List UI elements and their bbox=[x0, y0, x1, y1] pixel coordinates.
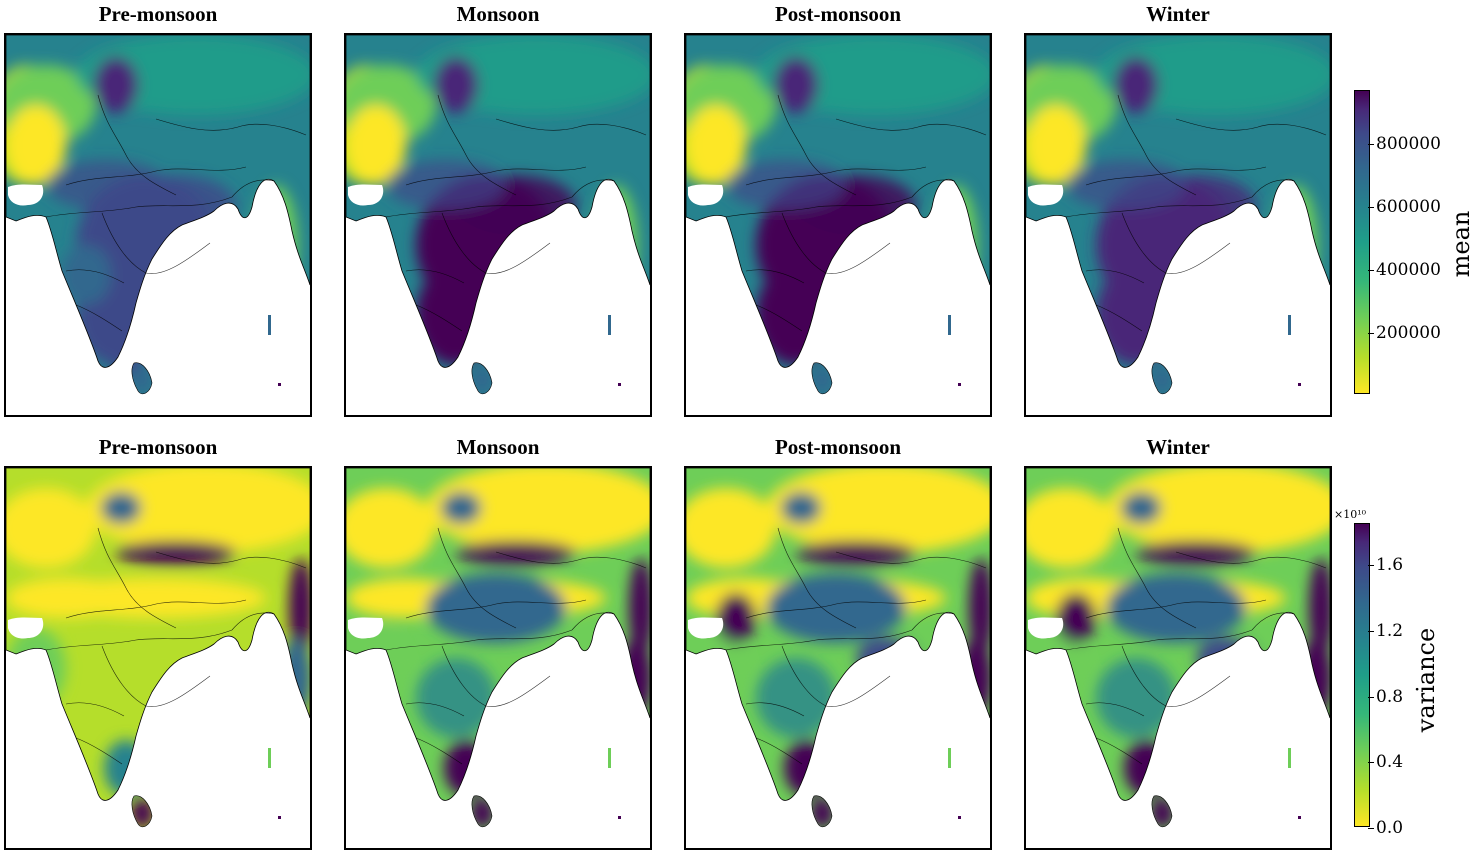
colorbar-tick-label: 0.8 bbox=[1367, 687, 1404, 707]
map-panel-mean-pre-monsoon bbox=[4, 33, 312, 417]
panel-title: Pre-monsoon bbox=[98, 435, 218, 459]
colorbar-tick-label: 600000 bbox=[1368, 197, 1441, 217]
map-panel-variance-post-monsoon bbox=[684, 466, 992, 850]
panel-title: Pre-monsoon bbox=[98, 2, 218, 26]
map-panel-variance-winter bbox=[1024, 466, 1332, 850]
colorbar-variance bbox=[1354, 523, 1370, 827]
panel-title: Post-monsoon bbox=[774, 435, 901, 459]
panel-title: Monsoon bbox=[456, 435, 540, 459]
panel-title: Winter bbox=[1146, 2, 1210, 26]
colorbar-multiplier: ×10¹⁰ bbox=[1334, 508, 1367, 521]
panel-title: Winter bbox=[1146, 435, 1210, 459]
map-panel-mean-monsoon bbox=[344, 33, 652, 417]
colorbar-mean bbox=[1354, 90, 1370, 394]
colorbar-label-variance: variance bbox=[1412, 627, 1440, 733]
map-panel-mean-post-monsoon bbox=[684, 33, 992, 417]
panel-title: Post-monsoon bbox=[774, 2, 901, 26]
colorbar-tick-label: 1.2 bbox=[1367, 621, 1404, 641]
map-panel-variance-pre-monsoon bbox=[4, 466, 312, 850]
colorbar-tick-label: 800000 bbox=[1368, 134, 1441, 154]
map-panel-variance-monsoon bbox=[344, 466, 652, 850]
colorbar-tick-label: 0.0 bbox=[1367, 818, 1404, 838]
map-panel-mean-winter bbox=[1024, 33, 1332, 417]
colorbar-tick-label: 200000 bbox=[1368, 323, 1441, 343]
colorbar-tick-label: 0.4 bbox=[1367, 752, 1404, 772]
colorbar-tick-label: 1.6 bbox=[1367, 555, 1404, 575]
colorbar-label-mean: mean bbox=[1447, 210, 1475, 278]
panel-title: Monsoon bbox=[456, 2, 540, 26]
colorbar-tick-label: 400000 bbox=[1368, 260, 1441, 280]
